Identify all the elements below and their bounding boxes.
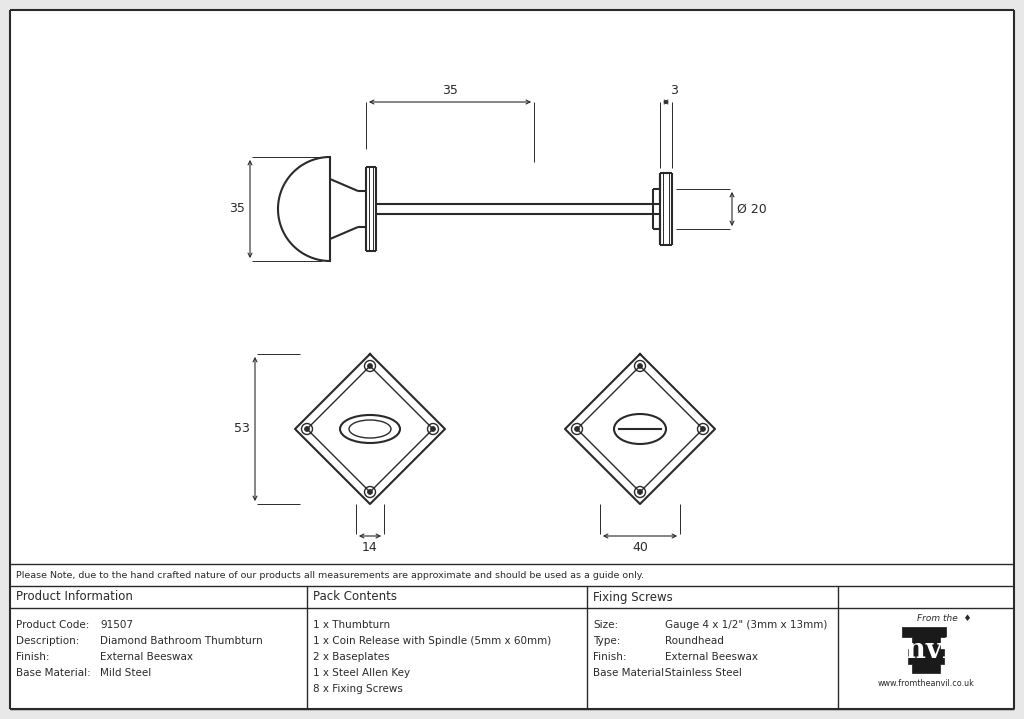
Text: 91507: 91507: [100, 620, 133, 630]
Text: Finish:: Finish:: [16, 652, 49, 662]
Text: Anvil: Anvil: [885, 637, 964, 664]
Text: www.fromtheanvil.co.uk: www.fromtheanvil.co.uk: [878, 679, 975, 688]
Text: Size:: Size:: [593, 620, 618, 630]
Text: Product Code:: Product Code:: [16, 620, 89, 630]
Text: Description:: Description:: [16, 636, 80, 646]
Circle shape: [368, 364, 373, 369]
Text: 1 x Steel Allen Key: 1 x Steel Allen Key: [313, 668, 411, 678]
Text: Stainless Steel: Stainless Steel: [665, 668, 741, 678]
Circle shape: [430, 426, 435, 431]
Text: Roundhead: Roundhead: [665, 636, 724, 646]
Circle shape: [700, 426, 706, 431]
Circle shape: [304, 426, 309, 431]
Text: Please Note, due to the hand crafted nature of our products all measurements are: Please Note, due to the hand crafted nat…: [16, 570, 644, 580]
Text: From the  ♦: From the ♦: [916, 614, 972, 623]
Circle shape: [574, 426, 580, 431]
Text: Finish:: Finish:: [593, 652, 627, 662]
Text: 53: 53: [234, 423, 250, 436]
Text: 1 x Coin Release with Spindle (5mm x 60mm): 1 x Coin Release with Spindle (5mm x 60m…: [313, 636, 551, 646]
Circle shape: [638, 364, 642, 369]
Text: Ø 20: Ø 20: [737, 203, 767, 216]
Text: External Beeswax: External Beeswax: [665, 652, 758, 662]
Text: Base Material:: Base Material:: [16, 668, 91, 678]
Text: Base Material:: Base Material:: [593, 668, 668, 678]
Text: Pack Contents: Pack Contents: [313, 590, 397, 603]
Text: Diamond Bathroom Thumbturn: Diamond Bathroom Thumbturn: [100, 636, 263, 646]
Text: Mild Steel: Mild Steel: [100, 668, 152, 678]
Text: 1 x Thumbturn: 1 x Thumbturn: [313, 620, 390, 630]
Text: 35: 35: [229, 203, 245, 216]
Text: 40: 40: [632, 541, 648, 554]
Text: External Beeswax: External Beeswax: [100, 652, 193, 662]
Polygon shape: [10, 10, 1014, 709]
Circle shape: [638, 490, 642, 495]
Polygon shape: [902, 626, 946, 672]
Text: Product Information: Product Information: [16, 590, 133, 603]
Text: Type:: Type:: [593, 636, 621, 646]
Text: 8 x Fixing Screws: 8 x Fixing Screws: [313, 684, 402, 694]
Text: Gauge 4 x 1/2" (3mm x 13mm): Gauge 4 x 1/2" (3mm x 13mm): [665, 620, 827, 630]
Circle shape: [368, 490, 373, 495]
Text: 35: 35: [442, 84, 458, 97]
Text: 3: 3: [670, 84, 678, 97]
Text: Fixing Screws: Fixing Screws: [593, 590, 673, 603]
Text: 14: 14: [362, 541, 378, 554]
Text: 2 x Baseplates: 2 x Baseplates: [313, 652, 389, 662]
